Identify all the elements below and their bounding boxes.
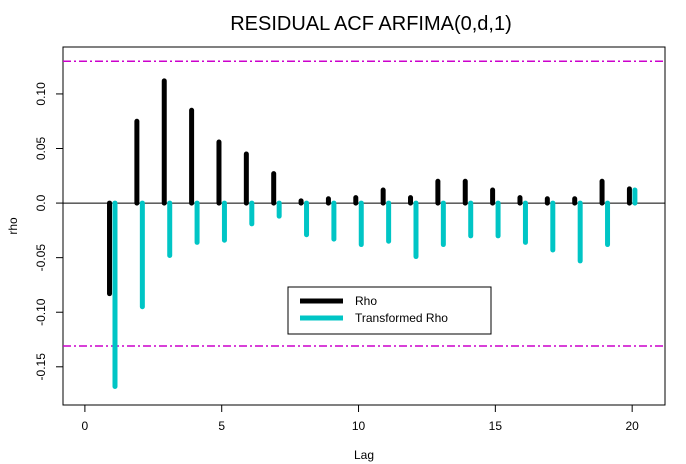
y-tick-label: -0.10 [34, 298, 48, 326]
chart-title: RESIDUAL ACF ARFIMA(0,d,1) [230, 13, 512, 35]
y-tick-label: 0.0 [34, 194, 48, 211]
legend-label-rho: Rho [355, 294, 377, 308]
legend-label-transformed-rho: Transformed Rho [355, 311, 448, 325]
x-tick-label: 0 [82, 419, 89, 433]
x-tick-label: 10 [352, 419, 366, 433]
y-tick-label: -0.05 [34, 244, 48, 272]
plot-frame [62, 46, 666, 406]
y-tick-label: 0.10 [34, 82, 48, 106]
legend: Rho Transformed Rho [287, 286, 492, 335]
x-axis-label: Lag [354, 448, 374, 462]
x-tick-label: 20 [625, 419, 639, 433]
x-tick-label: 15 [489, 419, 503, 433]
y-axis-label: rho [6, 217, 20, 235]
y-tick-label: -0.15 [34, 353, 48, 381]
y-tick-label: 0.05 [34, 137, 48, 161]
x-tick-label: 5 [218, 419, 225, 433]
legend-box [287, 286, 492, 335]
